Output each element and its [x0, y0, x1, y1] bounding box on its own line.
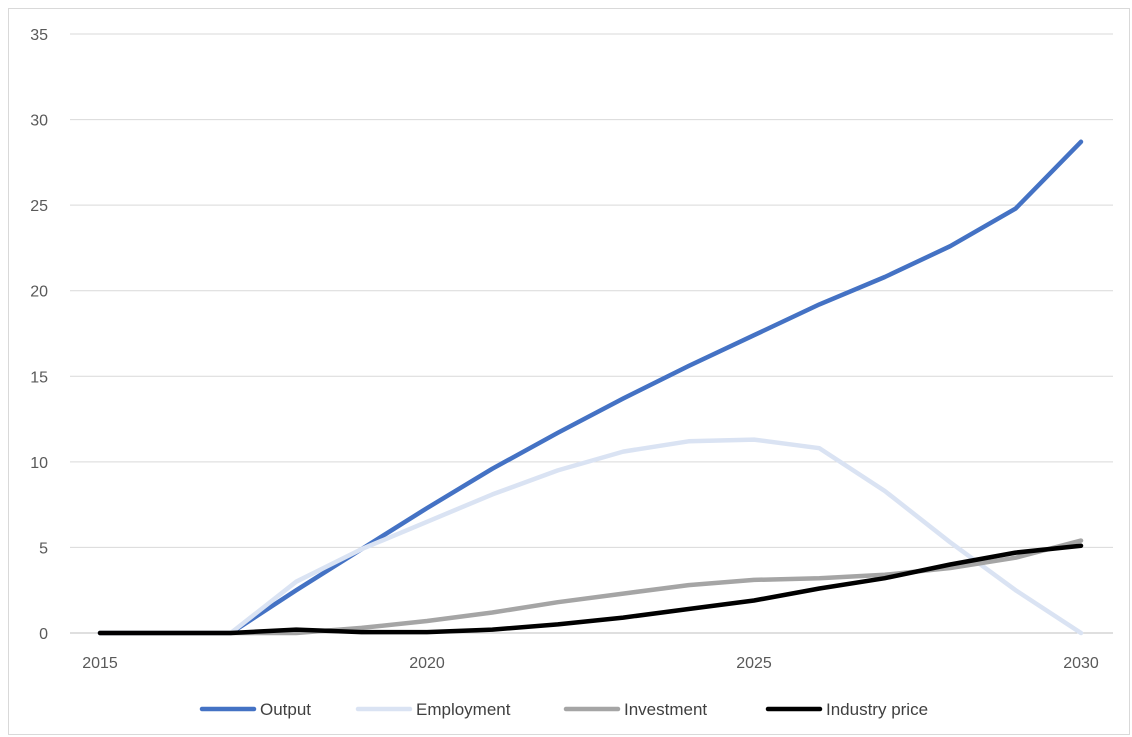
- y-tick-label: 10: [30, 455, 48, 472]
- y-tick-label: 5: [39, 540, 48, 557]
- y-tick-label: 35: [30, 27, 48, 44]
- y-tick-label: 20: [30, 284, 48, 301]
- y-tick-label: 25: [30, 198, 48, 215]
- y-axis: 0 5 10 15 20 25 30 35: [30, 27, 48, 643]
- legend-label-investment: Investment: [624, 700, 707, 719]
- series-line-employment: [97, 437, 1084, 636]
- legend-label-employment: Employment: [416, 700, 511, 719]
- gridlines: [70, 33, 1113, 634]
- y-tick-label: 15: [30, 369, 48, 386]
- plot-lines: [97, 139, 1084, 636]
- x-tick-label: 2020: [409, 655, 445, 672]
- series-line-output: [97, 139, 1084, 636]
- x-axis: 2015 2020 2025 2030: [82, 655, 1099, 672]
- legend-label-industry-price: Industry price: [826, 700, 928, 719]
- x-tick-label: 2015: [82, 655, 118, 672]
- series-line-industry-price: [97, 543, 1084, 636]
- y-tick-label: 0: [39, 626, 48, 643]
- chart-area: [8, 8, 1130, 735]
- x-tick-label: 2030: [1063, 655, 1099, 672]
- x-tick-label: 2025: [736, 655, 772, 672]
- y-tick-label: 30: [30, 113, 48, 130]
- legend: Output Employment Investment Industry price: [199, 700, 928, 719]
- legend-label-output: Output: [260, 700, 311, 719]
